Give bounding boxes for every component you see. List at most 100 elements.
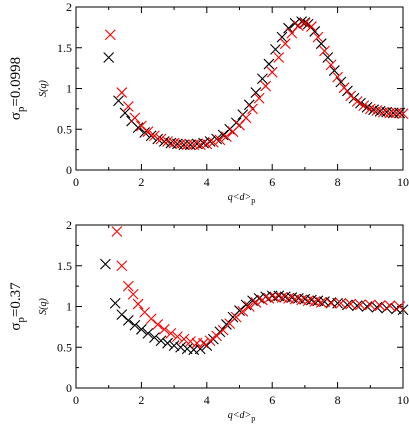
- data-point: [371, 301, 383, 313]
- data-point: [335, 297, 347, 309]
- data-point: [286, 27, 298, 39]
- x-axis-label: q<d>p: [228, 192, 256, 205]
- data-point: [139, 127, 151, 138]
- data-point: [394, 107, 406, 119]
- data-point: [132, 298, 144, 310]
- row-label-sigma: σ: [8, 323, 24, 331]
- y-tick-label: 1: [66, 300, 72, 314]
- x-tick-label: 2: [138, 175, 144, 189]
- plot-frame: [75, 6, 404, 171]
- data-point: [162, 136, 173, 147]
- data-point: [237, 306, 249, 317]
- y-axis-label: S(q): [38, 80, 49, 97]
- data-point: [207, 136, 219, 148]
- row-label-sub: p: [15, 106, 27, 112]
- data-point: [165, 328, 177, 339]
- data-point: [276, 31, 288, 43]
- data-point: [204, 136, 216, 147]
- data-point: [351, 96, 363, 107]
- data-point: [302, 18, 314, 30]
- data-point: [122, 314, 134, 326]
- data-point: [158, 136, 170, 147]
- data-point: [332, 71, 343, 83]
- data-point: [142, 328, 154, 339]
- x-tick-label: 4: [204, 175, 210, 189]
- row-label: σp=0.37: [8, 282, 27, 331]
- y-tick-label: 0: [66, 381, 72, 395]
- data-point: [155, 133, 167, 145]
- data-point: [394, 301, 406, 312]
- data-point: [230, 117, 242, 129]
- x-tick-label: 10: [397, 175, 409, 189]
- data-point: [149, 130, 160, 142]
- data-point: [136, 120, 147, 132]
- data-point: [185, 336, 196, 347]
- data-point: [338, 82, 350, 94]
- data-point: [355, 97, 366, 109]
- data-point: [129, 319, 141, 331]
- data-point: [325, 59, 337, 71]
- data-point: [315, 297, 327, 308]
- data-point: [240, 112, 252, 124]
- data-point: [381, 302, 393, 314]
- x-axis-label-sub: p: [251, 414, 255, 423]
- data-point: [351, 300, 363, 312]
- data-point: [384, 300, 396, 312]
- y-tick-label: 0.5: [57, 340, 72, 354]
- data-point: [250, 297, 262, 308]
- data-point: [312, 31, 324, 43]
- row-label: σp=0.0998: [8, 57, 27, 120]
- x-tick-label: 8: [335, 175, 341, 189]
- data-point: [136, 323, 147, 335]
- data-point: [204, 335, 216, 347]
- data-point: [299, 17, 311, 28]
- data-point: [292, 20, 304, 32]
- data-point: [155, 335, 167, 347]
- data-point: [113, 95, 124, 107]
- data-point: [361, 101, 373, 113]
- y-axis-label: S(q): [38, 298, 49, 315]
- data-point: [257, 73, 268, 85]
- data-point: [234, 305, 245, 316]
- data-point: [364, 103, 376, 115]
- data-point: [100, 258, 111, 270]
- data-point: [198, 137, 209, 149]
- data-point: [361, 301, 373, 312]
- data-point: [345, 298, 357, 310]
- series-2: [104, 17, 409, 151]
- x-tick-label: 0: [73, 393, 79, 407]
- y-tick-label: 1.5: [57, 259, 72, 273]
- row-label-value: =0.0998: [8, 57, 24, 107]
- data-point: [129, 112, 141, 124]
- data-point: [283, 22, 294, 34]
- data-point: [158, 323, 170, 335]
- data-point: [116, 87, 128, 98]
- data-point: [279, 38, 291, 50]
- data-point: [221, 319, 232, 330]
- data-point: [198, 337, 209, 349]
- data-point: [364, 299, 376, 311]
- data-point: [103, 52, 115, 63]
- data-point: [253, 92, 265, 104]
- data-point: [104, 29, 116, 41]
- row-label-sub: p: [15, 317, 27, 323]
- y-tick-label: 0: [66, 163, 72, 177]
- data-point: [168, 340, 180, 352]
- data-point: [328, 65, 340, 76]
- data-point: [273, 52, 285, 63]
- x-axis-label-main: q<d>: [228, 410, 252, 421]
- data-point: [132, 122, 144, 134]
- data-point: [260, 80, 272, 92]
- data-point: [315, 38, 327, 50]
- x-tick-label: 8: [335, 393, 341, 407]
- x-tick-label: 4: [204, 393, 210, 407]
- data-point: [243, 301, 255, 312]
- data-point: [250, 87, 262, 98]
- data-point: [345, 90, 357, 102]
- data-point: [211, 330, 222, 342]
- data-point: [358, 100, 370, 112]
- data-point: [335, 76, 347, 88]
- data-point: [152, 319, 164, 330]
